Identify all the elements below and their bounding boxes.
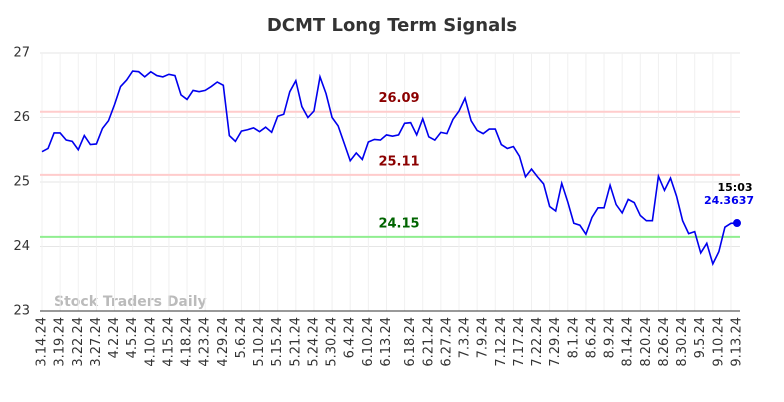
x-tick-label: 5.21.24 bbox=[288, 317, 303, 367]
x-tick-label: 5.30.24 bbox=[325, 317, 340, 367]
x-tick-label: 8.9.24 bbox=[603, 317, 618, 358]
x-tick-label: 7.3.24 bbox=[458, 317, 473, 358]
level-label: 24.15 bbox=[378, 216, 419, 231]
watermark: Stock Traders Daily bbox=[54, 294, 207, 310]
chart-title: DCMT Long Term Signals bbox=[267, 15, 517, 36]
y-tick-label: 25 bbox=[13, 175, 30, 190]
x-tick-label: 3.27.24 bbox=[89, 317, 104, 367]
x-tick-label: 8.26.24 bbox=[657, 317, 672, 367]
last-time: 15:03 bbox=[717, 181, 752, 194]
last-point bbox=[733, 219, 741, 228]
x-tick-label: 9.5.24 bbox=[693, 317, 708, 358]
x-tick-label: 6.4.24 bbox=[343, 317, 358, 358]
x-tick-label: 4.10.24 bbox=[143, 317, 158, 367]
x-tick-label: 7.12.24 bbox=[494, 317, 509, 367]
y-tick-label: 26 bbox=[13, 110, 30, 125]
x-tick-label: 8.6.24 bbox=[584, 317, 599, 358]
x-tick-label: 4.5.24 bbox=[125, 317, 140, 358]
x-tick-label: 5.10.24 bbox=[252, 317, 267, 367]
x-tick-label: 8.1.24 bbox=[566, 317, 581, 358]
x-tick-label: 4.23.24 bbox=[198, 317, 213, 367]
x-tick-label: 7.29.24 bbox=[548, 317, 563, 367]
x-tick-label: 3.19.24 bbox=[53, 317, 68, 367]
x-tick-label: 7.17.24 bbox=[512, 317, 527, 367]
x-tick-label: 6.21.24 bbox=[421, 317, 436, 367]
x-tick-label: 8.14.24 bbox=[621, 317, 636, 367]
x-tick-label: 7.22.24 bbox=[530, 317, 545, 367]
x-tick-label: 3.22.24 bbox=[71, 317, 86, 367]
y-tick-label: 27 bbox=[13, 46, 30, 61]
x-tick-label: 5.15.24 bbox=[270, 317, 285, 367]
x-tick-label: 5.6.24 bbox=[234, 317, 249, 358]
last-value: 24.3637 bbox=[704, 194, 754, 207]
x-tick-label: 4.18.24 bbox=[180, 317, 195, 367]
x-tick-label: 8.20.24 bbox=[639, 317, 654, 367]
x-tick-label: 4.2.24 bbox=[107, 317, 122, 358]
level-label: 25.11 bbox=[378, 154, 419, 169]
x-tick-label: 9.13.24 bbox=[730, 317, 745, 367]
x-tick-label: 6.18.24 bbox=[403, 317, 418, 367]
y-tick-label: 24 bbox=[13, 239, 30, 254]
level-label: 26.09 bbox=[378, 91, 419, 106]
x-tick-label: 5.24.24 bbox=[306, 317, 321, 367]
x-tick-label: 4.15.24 bbox=[161, 317, 176, 367]
price-line bbox=[41, 70, 738, 267]
x-tick-label: 7.9.24 bbox=[476, 317, 491, 358]
x-tick-label: 4.29.24 bbox=[216, 317, 231, 367]
x-tick-label: 3.14.24 bbox=[35, 317, 50, 367]
x-tick-label: 8.30.24 bbox=[675, 317, 690, 367]
x-tick-label: 9.10.24 bbox=[711, 317, 726, 367]
x-tick-label: 6.13.24 bbox=[379, 317, 394, 367]
x-tick-label: 6.27.24 bbox=[439, 317, 454, 367]
x-tick-label: 6.10.24 bbox=[361, 317, 376, 367]
y-tick-label: 23 bbox=[13, 304, 30, 319]
